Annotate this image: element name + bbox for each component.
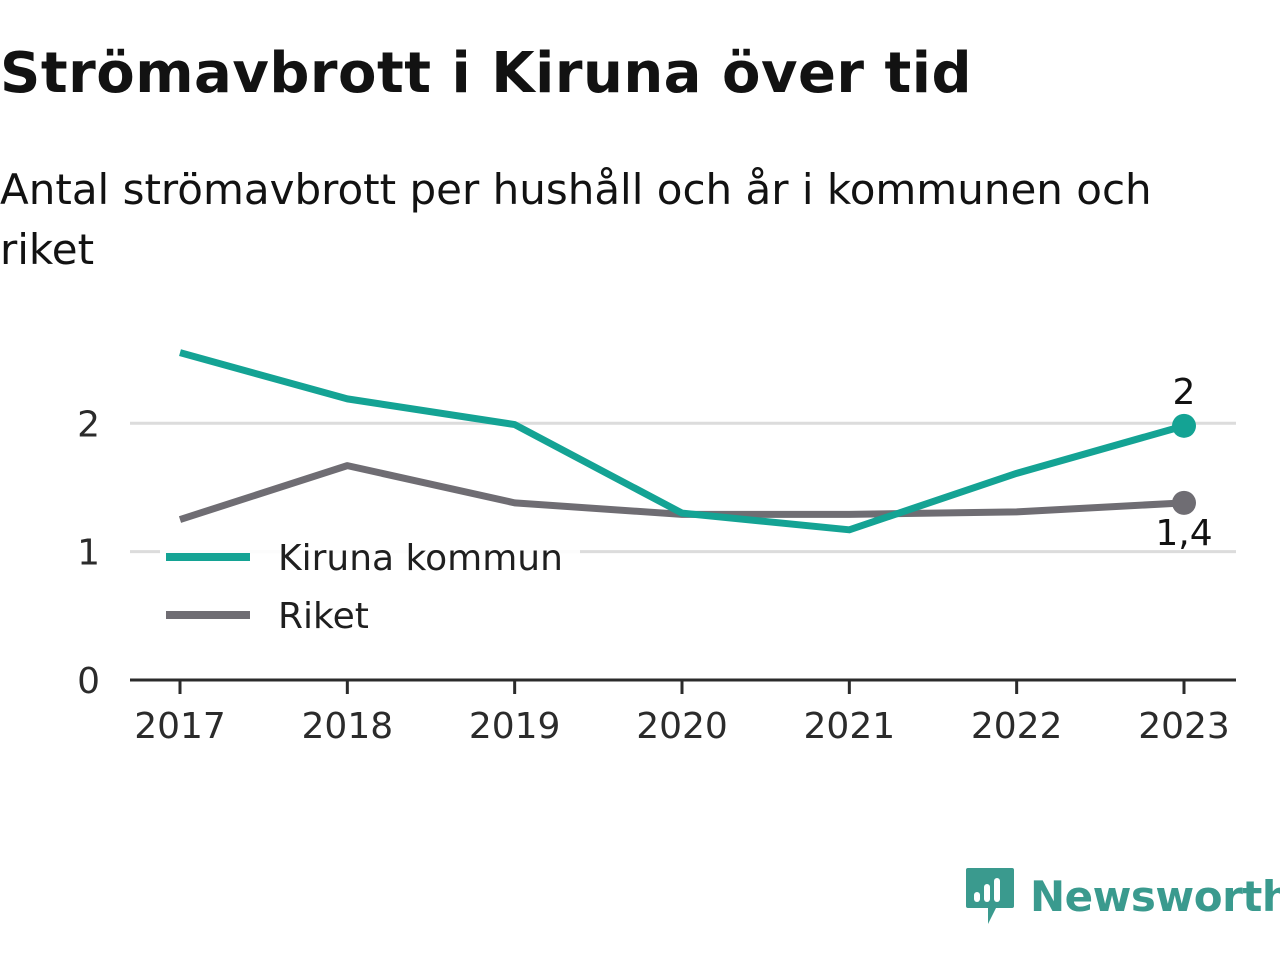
- series-line-kiruna: [179, 349, 1185, 534]
- legend-label: Riket: [278, 596, 369, 637]
- x-tick-label: 2022: [971, 706, 1063, 747]
- data-point: [1172, 490, 1196, 515]
- y-tick-label: 1: [77, 533, 100, 574]
- x-tick-label: 2019: [469, 706, 561, 747]
- end-labels: 21,4: [1155, 372, 1212, 554]
- legend-label: Kiruna kommun: [278, 538, 563, 579]
- newsworthy-logo-icon: [966, 868, 1014, 924]
- chart-title: Strömavbrott i Kiruna över tid: [0, 41, 973, 106]
- series-lines: [178, 349, 1196, 534]
- brand-name: Newsworthy: [1030, 871, 1280, 921]
- end-label-riket: 1,4: [1155, 513, 1212, 554]
- x-axis: 2017 2018 2019 2020 2021 2022 2023: [130, 678, 1236, 747]
- chart-subtitle: Antal strömavbrott per hushåll och år i …: [0, 165, 1152, 274]
- y-tick-label: 0: [77, 661, 100, 702]
- newsworthy-brand: Newsworthy: [964, 864, 1280, 928]
- x-tick-label: 2017: [134, 706, 226, 747]
- legend: Kiruna kommun Riket: [160, 528, 580, 637]
- y-tick-label: 2: [77, 404, 100, 445]
- x-tick-label: 2020: [636, 706, 728, 747]
- x-tick-label: 2023: [1138, 706, 1230, 747]
- y-axis-ticks: 0 1 2: [77, 404, 100, 702]
- x-tick-label: 2021: [804, 706, 896, 747]
- data-point: [1172, 413, 1196, 438]
- end-label-kiruna: 2: [1173, 372, 1196, 413]
- x-tick-label: 2018: [302, 706, 394, 747]
